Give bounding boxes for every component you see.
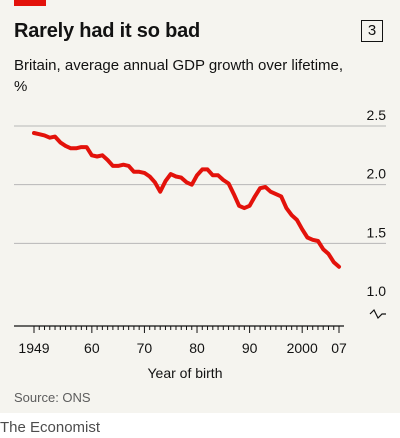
y-tick-label: 1.0 <box>367 283 387 299</box>
x-tick-label: 1949 <box>18 340 49 356</box>
chart-number-badge: 3 <box>361 20 383 42</box>
x-tick-label: 2000 <box>287 340 318 356</box>
series-line <box>32 131 341 269</box>
line-chart: 2.5 2.0 1.5 1.0 1949 60 70 80 90 2000 07 Year of … <box>14 107 387 381</box>
source-note: Source: ONS <box>14 390 91 405</box>
axis-break-mark <box>369 308 386 320</box>
gridlines <box>14 125 386 244</box>
x-tick-label: 70 <box>137 340 153 356</box>
y-tick-label: 1.5 <box>367 224 387 240</box>
series-layer <box>32 131 341 269</box>
y-tick-labels: 2.5 2.0 1.5 1.0 <box>367 107 387 299</box>
chart-title: Rarely had it so bad <box>14 20 201 42</box>
x-tick-label: 60 <box>84 340 100 356</box>
y-tick-label: 2.0 <box>367 166 387 182</box>
publisher-credit: The Economist <box>0 419 101 436</box>
x-axis: 1949 60 70 80 90 2000 07 <box>14 325 347 356</box>
y-tick-label: 2.5 <box>367 107 387 123</box>
x-axis-title: Year of birth <box>148 365 223 381</box>
chart-subtitle: Britain, average annual GDP growth over … <box>14 57 344 95</box>
x-tick-label: 90 <box>242 340 258 356</box>
y-axis-break-icon <box>369 308 386 320</box>
x-tick-label: 80 <box>189 340 205 356</box>
chart-card: Rarely had it so bad 3 Britain, average … <box>0 0 400 413</box>
economist-red-tag <box>14 0 46 6</box>
x-tick-label: 07 <box>331 340 347 356</box>
